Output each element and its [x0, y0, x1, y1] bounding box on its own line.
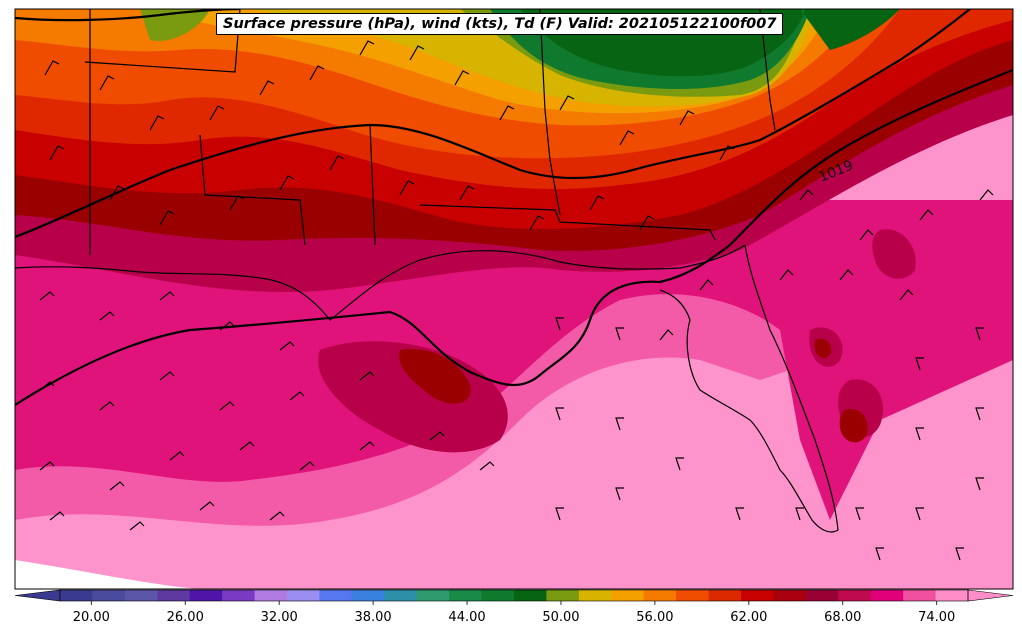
- colorbar-segment: [935, 590, 969, 601]
- isobars: [15, 9, 1013, 406]
- colorbar-frame: [59, 589, 969, 602]
- dark-patch-gulf-2: [399, 349, 471, 404]
- colorbar-segment: [92, 590, 126, 601]
- colorbar-tick-label: 62.00: [730, 610, 767, 625]
- map-title: Surface pressure (hPa), wind (kts), Td (…: [216, 13, 784, 35]
- florida-cells: [809, 229, 916, 438]
- colorbar-segment: [514, 590, 547, 601]
- map-field: 1019: [15, 9, 1013, 589]
- colorbar-tick-label: 26.00: [167, 610, 204, 625]
- colorbar-segment: [189, 590, 223, 601]
- colorbar-tick-label: 74.00: [918, 610, 955, 625]
- colorbar-segment: [611, 590, 645, 601]
- colorbar-tick-label: 32.00: [261, 610, 298, 625]
- colorbar-extend-high: [967, 589, 1014, 602]
- colorbar-segment: [287, 590, 320, 601]
- map-frame: [14, 8, 1014, 590]
- colorbar-segment: [254, 590, 288, 601]
- dark-patch-gulf: [318, 341, 508, 453]
- colorbar-segment: [157, 590, 191, 601]
- colorbar-segment: [741, 590, 774, 601]
- colorbar-ticks: 20.00 26.00 32.00 38.00 44.00 50.00 56.00 62.00…: [73, 601, 955, 625]
- colorbar: [14, 589, 1014, 602]
- colorbar-tick-label: 20.00: [73, 610, 110, 625]
- colorbar-segment: [805, 590, 839, 601]
- colorbar-segment: [351, 590, 385, 601]
- colorbar-segment: [222, 590, 256, 601]
- colorbar-segment: [773, 590, 807, 601]
- colorbar-tick-label: 68.00: [824, 610, 861, 625]
- colorbar-tick-label: 50.00: [542, 610, 579, 625]
- colorbar-segment: [416, 590, 450, 601]
- colorbar-tick-label: 56.00: [636, 610, 673, 625]
- wind-barbs: [39, 40, 994, 561]
- colorbar-segment: [578, 590, 612, 601]
- colorbar-segment: [481, 590, 515, 601]
- olive-patch: [140, 9, 210, 41]
- colorbar-segment: [870, 590, 904, 601]
- colorbar-tick-label: 38.00: [354, 610, 391, 625]
- florida-cells-dark: [814, 338, 868, 443]
- colorbar-segment: [319, 590, 353, 601]
- colorbar-segment: [449, 590, 483, 601]
- colorbar-segment: [124, 590, 158, 601]
- colorbar-segment: [60, 590, 93, 601]
- colorbar-segment: [676, 590, 710, 601]
- colorbar-segment: [546, 590, 580, 601]
- colorbar-segment: [643, 590, 677, 601]
- colorbar-tick-label: 44.00: [448, 610, 485, 625]
- colorbar-extend-low: [14, 589, 61, 602]
- colorbar-segment: [384, 590, 418, 601]
- colorbar-segment: [708, 590, 742, 601]
- colorbar-segment: [903, 590, 937, 601]
- no-data-corner: [15, 560, 200, 589]
- colorbar-segment: [838, 590, 872, 601]
